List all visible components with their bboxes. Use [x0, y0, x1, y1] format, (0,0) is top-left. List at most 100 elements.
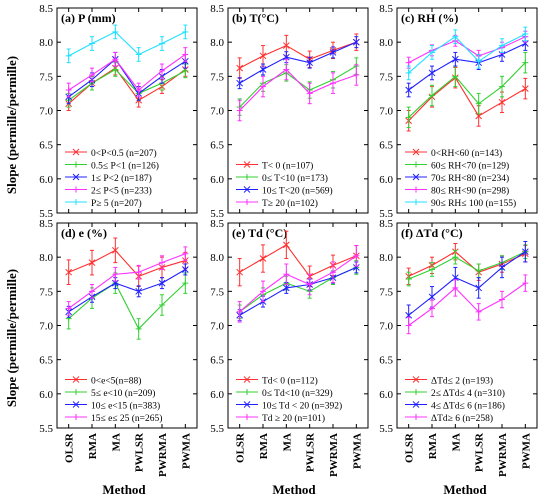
panel-e-series-1: [65, 272, 189, 340]
panel-Td-series-0-line: [239, 244, 357, 277]
panel-RH-ytick-label: 5.5: [379, 208, 393, 220]
panel-e-legend-label: 5≤ e<10 (n=209): [91, 388, 155, 399]
panel-P-series-2: [65, 51, 189, 105]
panel-Td-ytick-label: 6.5: [210, 355, 224, 367]
panel-RH-series-2-line: [408, 43, 526, 91]
panel-T-ytick-label: 5.5: [210, 208, 224, 220]
panel-T-series-0: [236, 33, 360, 79]
panel-T-ytick-label: 7.0: [210, 106, 224, 118]
panel-e-series-2-point-b: [135, 287, 143, 295]
panel-dTd-ytick-label: 8.0: [379, 252, 393, 264]
panel-Td: 5.5 6.0 6.5 7.0 7.5 8.0 8.5 OLSR RMA MA PWLSR PWRMA…: [210, 218, 369, 477]
panel-Td-series-2-point-b: [352, 264, 360, 271]
panel-T-ytick-label: 7.5: [210, 71, 224, 83]
panel-Td-xtick-label: PWLSR: [305, 432, 317, 472]
panel-RH-series-1-line: [408, 62, 526, 118]
panel-RH-legend-marker-b: [412, 173, 420, 181]
panel-P-ytick-label: 5.5: [39, 208, 53, 220]
panel-dTd-series-0-line: [408, 251, 526, 277]
panel-P-legend-label: P≥ 5 (n=207): [91, 198, 142, 209]
panel-P-ytick-label: 8.5: [39, 3, 53, 15]
panel-P-legend-entry-2: 1≤ P<2 (n=187): [65, 173, 152, 184]
panel-dTd-ytick-label: 5.5: [379, 423, 393, 435]
panel-T-ytick-label: 8.5: [210, 3, 224, 15]
panel-Td-legend-marker-b: [243, 376, 251, 383]
panel-e-xtick-label: RMA: [87, 433, 99, 459]
panel-P-series-3: [65, 47, 189, 98]
panel-dTd-xtick-label: PWRMA: [497, 433, 509, 477]
panel-Td-xtick-label: PWRMA: [328, 433, 340, 477]
panel-P-series-0-line: [68, 67, 186, 105]
panel-dTd-legend-entry-0: ΔTd≤ 2 (n=193): [405, 376, 493, 387]
panel-e-series-2-line: [68, 268, 186, 313]
panel-e-legend-marker-b: [72, 376, 80, 383]
panel-dTd-ytick-label: 7.0: [379, 321, 393, 333]
panel-e-ytick-label: 7.0: [39, 321, 53, 333]
panel-T-legend-marker-b: [243, 161, 251, 168]
panel-Td-series-0-point-b: [282, 241, 290, 249]
panel-e-legend-entry-0: 0<e<5(n=88): [65, 376, 141, 387]
panel-e-series-0-line: [68, 249, 186, 277]
panel-e-legend-label: 0<e<5(n=88): [91, 376, 141, 387]
panel-P-legend-label: 0<P<0.5 (n=207): [91, 148, 157, 159]
panel-e-title: (d) e (%): [61, 226, 107, 240]
panel-e-legend-marker-b: [72, 401, 80, 408]
panel-dTd-legend-entry-1: 2≤ ΔTd≤ 4 (n=310): [405, 388, 505, 399]
panel-T-legend-entry-1: 0≤ T<10 (n=173): [236, 173, 328, 184]
panel-T-series-3: [236, 58, 360, 122]
panel-RH-legend-label: 70≤ RH<80 (n=234): [431, 173, 509, 184]
panel-T-series-2-point-b: [306, 59, 314, 67]
panel-Td-ytick-label: 7.5: [210, 286, 224, 298]
panel-RH-series-0-point-b: [521, 85, 529, 92]
panel-P-legend-entry-1: 0.5≤ P<1 (n=126): [65, 161, 159, 172]
panel-P-series-1-line: [68, 68, 186, 101]
panel-P-legend-entry-4: P≥ 5 (n=207): [65, 198, 142, 209]
panel-RH: 5.5 6.0 6.5 7.0 7.5 8.0 8.5 (c) RH (%) 0<RH<60 (…: [379, 3, 538, 220]
panel-RH-ytick-label: 7.0: [379, 106, 393, 118]
panel-Td-series-3-line: [239, 255, 357, 313]
panel-P-legend-label: 0.5≤ P<1 (n=126): [91, 161, 159, 172]
panel-dTd-legend-marker-b: [412, 376, 420, 383]
panel-RH-title: (c) RH (%): [401, 11, 458, 25]
panel-RH-series-0-point-b: [498, 98, 506, 106]
panel-P-series-4-line: [68, 31, 186, 57]
panel-T-series-0-point-b: [259, 52, 267, 60]
panel-T-series-1-line: [239, 65, 357, 108]
panel-e-ytick-label: 8.0: [39, 252, 53, 264]
panel-e-series-2: [65, 263, 189, 318]
panel-RH-ytick-label: 8.0: [379, 37, 393, 49]
panel-T-series-2-point-b: [329, 49, 337, 56]
panel-T-legend-marker-b: [243, 186, 251, 193]
panel-e-series-3: [65, 246, 189, 316]
panel-e-series-1-line: [68, 282, 186, 330]
panel-P-series-3-line: [68, 54, 186, 91]
panel-dTd-series-2-line: [408, 251, 526, 316]
panel-Td-series-0-point-b: [236, 268, 244, 276]
panel-RH-legend-label: 80≤ RH<90 (n=298): [431, 186, 509, 197]
panel-Td-legend-entry-2: 10≤ Td < 20 (n=392): [236, 401, 342, 412]
panel-dTd-legend-label: ΔTd≤ 2 (n=193): [431, 376, 493, 387]
panel-e-xtick-label: PWMA: [180, 433, 192, 469]
panel-T: 5.5 6.0 6.5 7.0 7.5 8.0 8.5 (b) T(°C) T< 0 (n=10…: [210, 3, 369, 220]
panel-dTd-series-2-point-b: [475, 284, 483, 292]
panel-e-series-0: [65, 237, 189, 288]
panel-P-ytick-label: 7.5: [39, 71, 53, 83]
panel-P-legend-marker-b: [72, 173, 80, 181]
panel-RH-series-2-point-b: [521, 40, 529, 47]
panel-Td-legend-label: 0≤ Td<10 (n=329): [262, 388, 333, 399]
panel-Td-series-2-line: [239, 266, 357, 316]
panel-RH-legend-entry-4: 90≤ RH≤ 100 (n=155): [405, 198, 516, 209]
panel-e-series-2-point-b: [158, 279, 166, 287]
panel-T-series-1: [236, 57, 360, 116]
panel-Td-ytick-label: 8.0: [210, 252, 224, 264]
panel-Td-series-0-point-b: [259, 255, 267, 262]
panel-Td-title: (e) Td (°C): [232, 226, 287, 240]
panel-P-legend-entry-0: 0<P<0.5 (n=207): [65, 148, 157, 159]
panel-e-xtick-label: OLSR: [64, 432, 76, 463]
panel-RH-legend-entry-1: 60≤ RH<70 (n=129): [405, 161, 509, 172]
panel-P-ytick-label: 6.0: [39, 174, 53, 186]
panel-dTd-series-3-line: [408, 282, 526, 326]
panel-P-legend-marker-b: [72, 148, 80, 156]
panel-RH-ytick-label: 6.0: [379, 174, 393, 186]
panel-T-series-2-point-b: [259, 66, 267, 73]
